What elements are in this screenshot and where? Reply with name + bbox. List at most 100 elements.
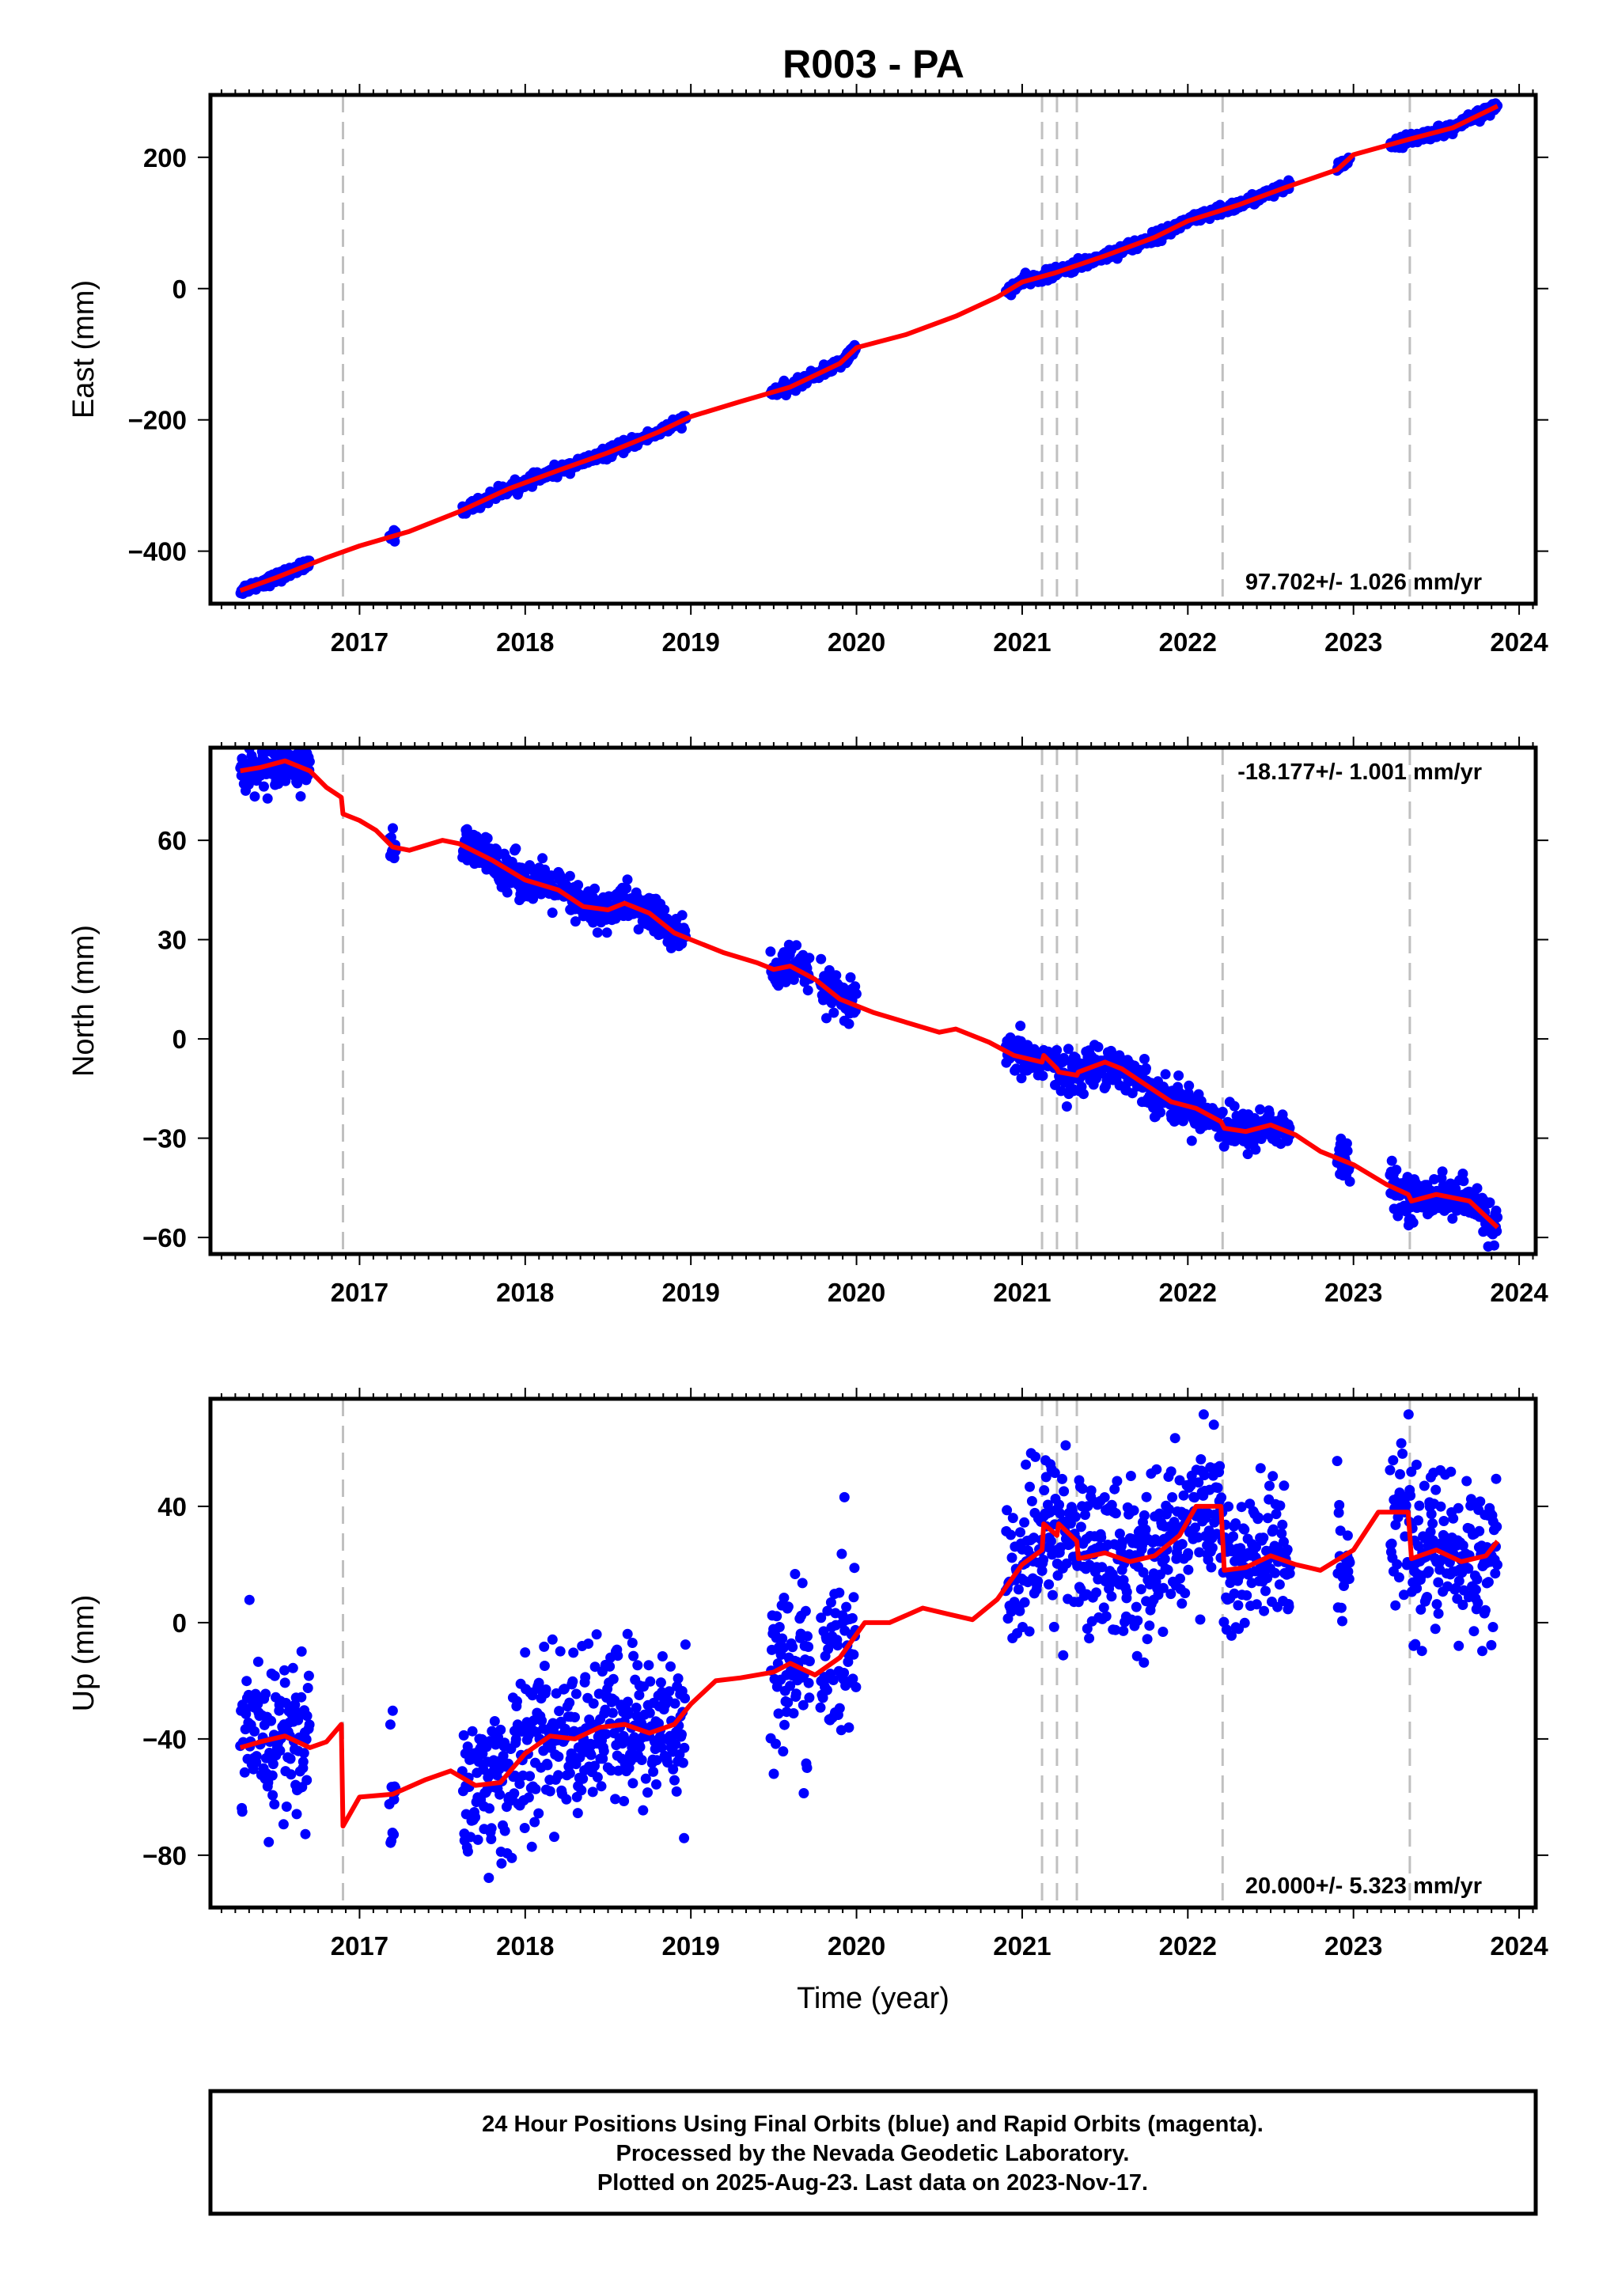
data-point (1447, 1213, 1458, 1224)
data-point (539, 1661, 550, 1671)
data-point (1229, 1588, 1240, 1599)
data-point (831, 970, 842, 981)
figure-title: R003 - PA (782, 42, 964, 86)
data-point (1135, 1584, 1146, 1595)
data-point (779, 1719, 790, 1730)
data-point (1055, 1508, 1066, 1519)
data-point (1021, 1459, 1032, 1470)
data-point (1385, 1464, 1396, 1476)
data-point (1086, 1485, 1097, 1496)
x-tick-label: 2020 (828, 1931, 885, 1961)
data-point (1461, 1476, 1472, 1487)
data-point (802, 1631, 813, 1642)
data-point (1060, 1440, 1071, 1451)
data-point (1448, 1513, 1459, 1524)
data-point (249, 791, 260, 802)
data-point (816, 1612, 827, 1623)
data-point (1098, 1602, 1109, 1613)
data-point (287, 1662, 298, 1673)
data-point (1218, 1141, 1230, 1152)
data-point (1051, 1044, 1063, 1055)
data-point (679, 1742, 690, 1753)
data-point (1255, 1104, 1266, 1115)
data-point (645, 1676, 656, 1687)
data-point (788, 1708, 799, 1718)
data-point (843, 1722, 854, 1733)
y-tick-label: −80 (142, 1841, 187, 1870)
data-point (656, 1742, 667, 1753)
data-point (1037, 1070, 1048, 1082)
rate-label: -18.177+/- 1.001 mm/yr (1237, 760, 1482, 785)
data-point (1217, 1106, 1228, 1117)
data-point (589, 1661, 601, 1673)
data-point (484, 1803, 494, 1814)
data-point (1282, 1544, 1293, 1555)
data-point (1264, 1480, 1275, 1491)
data-point (778, 1746, 789, 1757)
footer-box (208, 2089, 1538, 2216)
data-point (1186, 1135, 1197, 1146)
data-point (659, 904, 670, 915)
data-point (1057, 1473, 1067, 1484)
data-point (1006, 1552, 1017, 1563)
data-point (570, 1688, 582, 1699)
data-point (804, 1692, 815, 1703)
x-tick-label: 2023 (1324, 1931, 1382, 1961)
data-point (1483, 1577, 1494, 1588)
data-point (1195, 1614, 1206, 1625)
data-point (553, 1770, 564, 1781)
data-point (296, 1646, 307, 1657)
data-point (1059, 1486, 1070, 1497)
data-point (1013, 1584, 1024, 1595)
data-point (623, 1696, 633, 1707)
data-point (635, 1741, 646, 1752)
data-point (1189, 1492, 1200, 1503)
data-point (506, 1852, 517, 1863)
data-point (680, 1639, 691, 1650)
data-point (671, 1786, 682, 1797)
data-point (263, 1836, 275, 1847)
data-point (1112, 1476, 1123, 1487)
data-point (1435, 1501, 1446, 1512)
data-point (676, 910, 688, 921)
data-point (1029, 1533, 1040, 1544)
data-point (1253, 1512, 1264, 1523)
data-point (1457, 1600, 1468, 1610)
x-axis-label: Time (year) (797, 1982, 949, 2015)
east-panel: 2017 2018 2019 2020 2021 2022 2023 2024 −400 −200… (67, 84, 1548, 657)
data-point (1096, 1532, 1107, 1543)
data-point (1183, 1564, 1194, 1575)
x-tick-label: 2019 (661, 627, 719, 657)
data-point (295, 791, 306, 801)
data-point (848, 1649, 859, 1660)
data-point (643, 1660, 654, 1671)
data-point (1097, 1562, 1108, 1573)
data-point (1139, 1510, 1150, 1521)
x-tick-label: 2017 (331, 1278, 388, 1307)
data-point (591, 1629, 602, 1640)
data-point (669, 1698, 680, 1709)
data-point (510, 843, 521, 854)
data-point (1255, 1463, 1266, 1474)
data-point (1142, 1634, 1153, 1645)
data-point (540, 1684, 551, 1695)
data-point (1395, 1468, 1405, 1480)
data-point (848, 1592, 859, 1603)
data-point (302, 1683, 313, 1693)
data-point (1463, 1563, 1474, 1574)
data-point (1014, 1605, 1025, 1616)
data-point (1386, 1155, 1397, 1166)
data-point (495, 1724, 506, 1735)
data-point (564, 1697, 575, 1708)
data-point (632, 1660, 643, 1671)
data-point (778, 1642, 789, 1653)
x-tick-label: 2022 (1159, 1931, 1217, 1961)
data-point (1260, 1586, 1271, 1597)
x-tick-label: 2023 (1324, 627, 1382, 657)
y-tick-label: −40 (142, 1725, 187, 1754)
data-point (1151, 1464, 1162, 1475)
x-tick-label: 2023 (1324, 1278, 1382, 1307)
data-point (1336, 1602, 1347, 1613)
data-point (583, 1639, 594, 1649)
data-point (782, 1697, 794, 1708)
